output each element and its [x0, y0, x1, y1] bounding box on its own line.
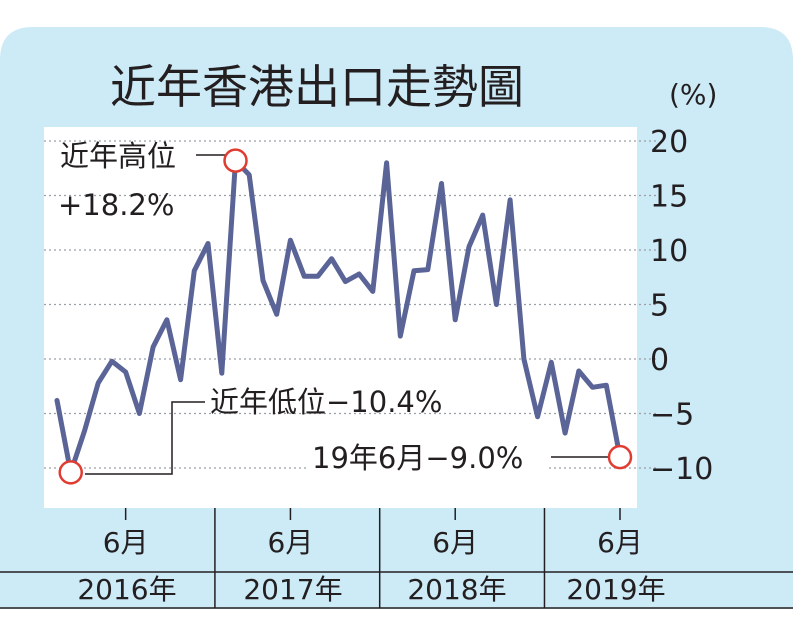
annotation-latest-label: 19年6月−9.0% — [312, 441, 523, 475]
annotation-latest-bg — [308, 438, 548, 476]
x-tick-label: 6月 — [432, 526, 478, 559]
annotation-marker — [223, 148, 248, 173]
y-tick-label: 10 — [650, 234, 688, 269]
annotation-leader-low — [85, 401, 205, 475]
series-line-export-growth — [54, 158, 623, 475]
annotation-markers — [58, 148, 633, 485]
annotation-high-value: +18.2% — [58, 188, 174, 222]
annotation-high-label: 近年高位 — [60, 139, 176, 173]
x-tick-label: 6月 — [103, 526, 149, 559]
chart-title: 近年香港出口走勢圖 — [110, 60, 524, 114]
annotation-low-label: 近年低位−10.4% — [210, 385, 442, 419]
x-axis-month-labels: 6月 6月 6月 6月 — [103, 508, 643, 559]
y-axis-ticks: 20 15 10 5 0 −5 −10 — [650, 125, 713, 487]
x-tick-label: 6月 — [597, 526, 643, 559]
annotations: 近年高位 +18.2% 近年低位−10.4% 19年6月−9.0% — [58, 139, 608, 476]
y-tick-label: 0 — [650, 343, 669, 378]
footer-white — [0, 609, 800, 641]
y-tick-label: 15 — [650, 180, 688, 215]
y-tick-label: 5 — [650, 289, 669, 324]
annotation-marker — [58, 460, 83, 485]
year-label: 2018年 — [407, 573, 506, 606]
annotation-marker — [607, 444, 633, 470]
x-axis-year-labels: 2016年 2017年 2018年 2019年 — [77, 573, 665, 606]
year-label: 2016年 — [77, 573, 176, 606]
year-label: 2019年 — [566, 573, 665, 606]
x-tick-label: 6月 — [268, 526, 314, 559]
y-tick-label: −5 — [650, 398, 694, 433]
x-axis-separators — [214, 508, 546, 608]
y-tick-label: 20 — [650, 125, 688, 160]
year-label: 2017年 — [243, 573, 342, 606]
y-tick-label: −10 — [650, 452, 713, 487]
y-unit-label: (%) — [669, 78, 717, 111]
